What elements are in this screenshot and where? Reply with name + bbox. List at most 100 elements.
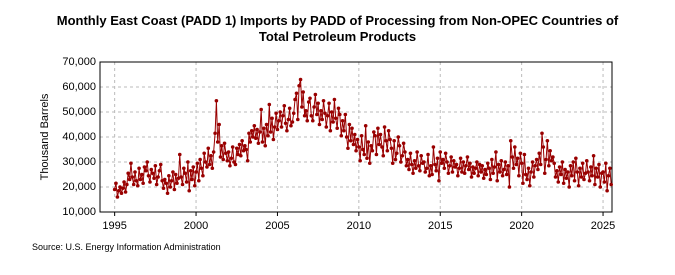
data-point [125,182,129,187]
data-point [169,178,174,183]
data-point [456,173,460,178]
data-point [306,100,311,104]
data-point [344,135,349,139]
data-point [468,161,472,166]
y-axis-label: Thousand Barrels [39,93,51,180]
data-point [259,107,263,112]
data-point [315,112,319,117]
data-point [294,91,299,96]
data-point [370,148,375,153]
data-point [366,140,371,144]
data-point [534,157,539,162]
data-point [342,128,346,133]
data-point [138,177,143,182]
data-point [572,178,577,183]
data-point [249,128,254,133]
data-point [388,137,392,142]
data-point [586,170,590,174]
data-point [177,152,182,157]
data-point [367,161,372,166]
data-point [587,178,592,183]
data-point [305,118,310,123]
data-point [260,140,265,144]
data-point [571,160,576,164]
data-point [401,141,406,146]
data-point [495,178,500,183]
data-point [112,187,117,192]
data-point [446,171,451,176]
data-point [434,168,438,173]
data-point [454,162,459,167]
data-point [210,166,215,171]
data-point [191,165,196,169]
data-point [150,171,155,176]
data-point [424,166,429,171]
data-point [142,165,147,169]
data-point [457,166,462,171]
data-point [591,153,596,158]
data-point [153,163,158,168]
data-point [247,131,251,136]
data-point [479,170,483,174]
data-point [338,112,342,117]
data-point [382,125,387,129]
data-point [325,113,330,118]
data-point [541,145,546,149]
data-point [245,158,250,163]
data-point [595,175,600,179]
data-point [240,138,244,143]
data-point [252,123,257,128]
data-point [476,173,480,178]
data-point [536,167,540,172]
data-point [194,170,198,174]
data-point [141,181,145,186]
data-point [380,145,384,149]
data-point [180,182,185,187]
data-point [418,168,422,173]
data-point [209,153,213,158]
data-point [197,178,201,183]
data-point [165,191,170,196]
data-point [409,162,414,167]
data-point [285,128,289,133]
data-point [517,173,521,178]
data-point [173,172,178,177]
data-point [221,157,226,162]
data-point [291,111,296,116]
data-point [575,170,580,174]
data-point [574,156,578,161]
data-point [561,181,566,186]
data-point [262,126,266,131]
data-point [521,181,525,186]
data-point [270,116,274,121]
data-point [473,166,478,171]
data-point [372,130,376,134]
data-point [131,182,136,187]
data-point [537,151,542,156]
data-point [127,177,132,182]
data-point [563,167,567,172]
data-point [416,163,421,168]
data-point [297,83,301,88]
data-point [500,173,505,178]
x-tick-label: 2000 [184,220,208,232]
data-point [407,167,411,172]
data-point [449,155,453,159]
data-point [164,181,169,186]
data-point [598,185,603,189]
data-point [523,172,528,177]
data-point [423,170,428,174]
data-point [225,158,230,163]
y-tick-label: 10,000 [62,206,96,218]
data-point [188,168,193,173]
data-point [130,175,135,179]
data-point [202,151,206,156]
data-point [162,177,167,182]
data-point [214,98,219,103]
data-point [519,161,524,166]
data-point [286,117,291,122]
data-point [179,175,183,179]
data-point [118,185,122,189]
data-point [239,153,243,158]
data-point [511,166,516,171]
